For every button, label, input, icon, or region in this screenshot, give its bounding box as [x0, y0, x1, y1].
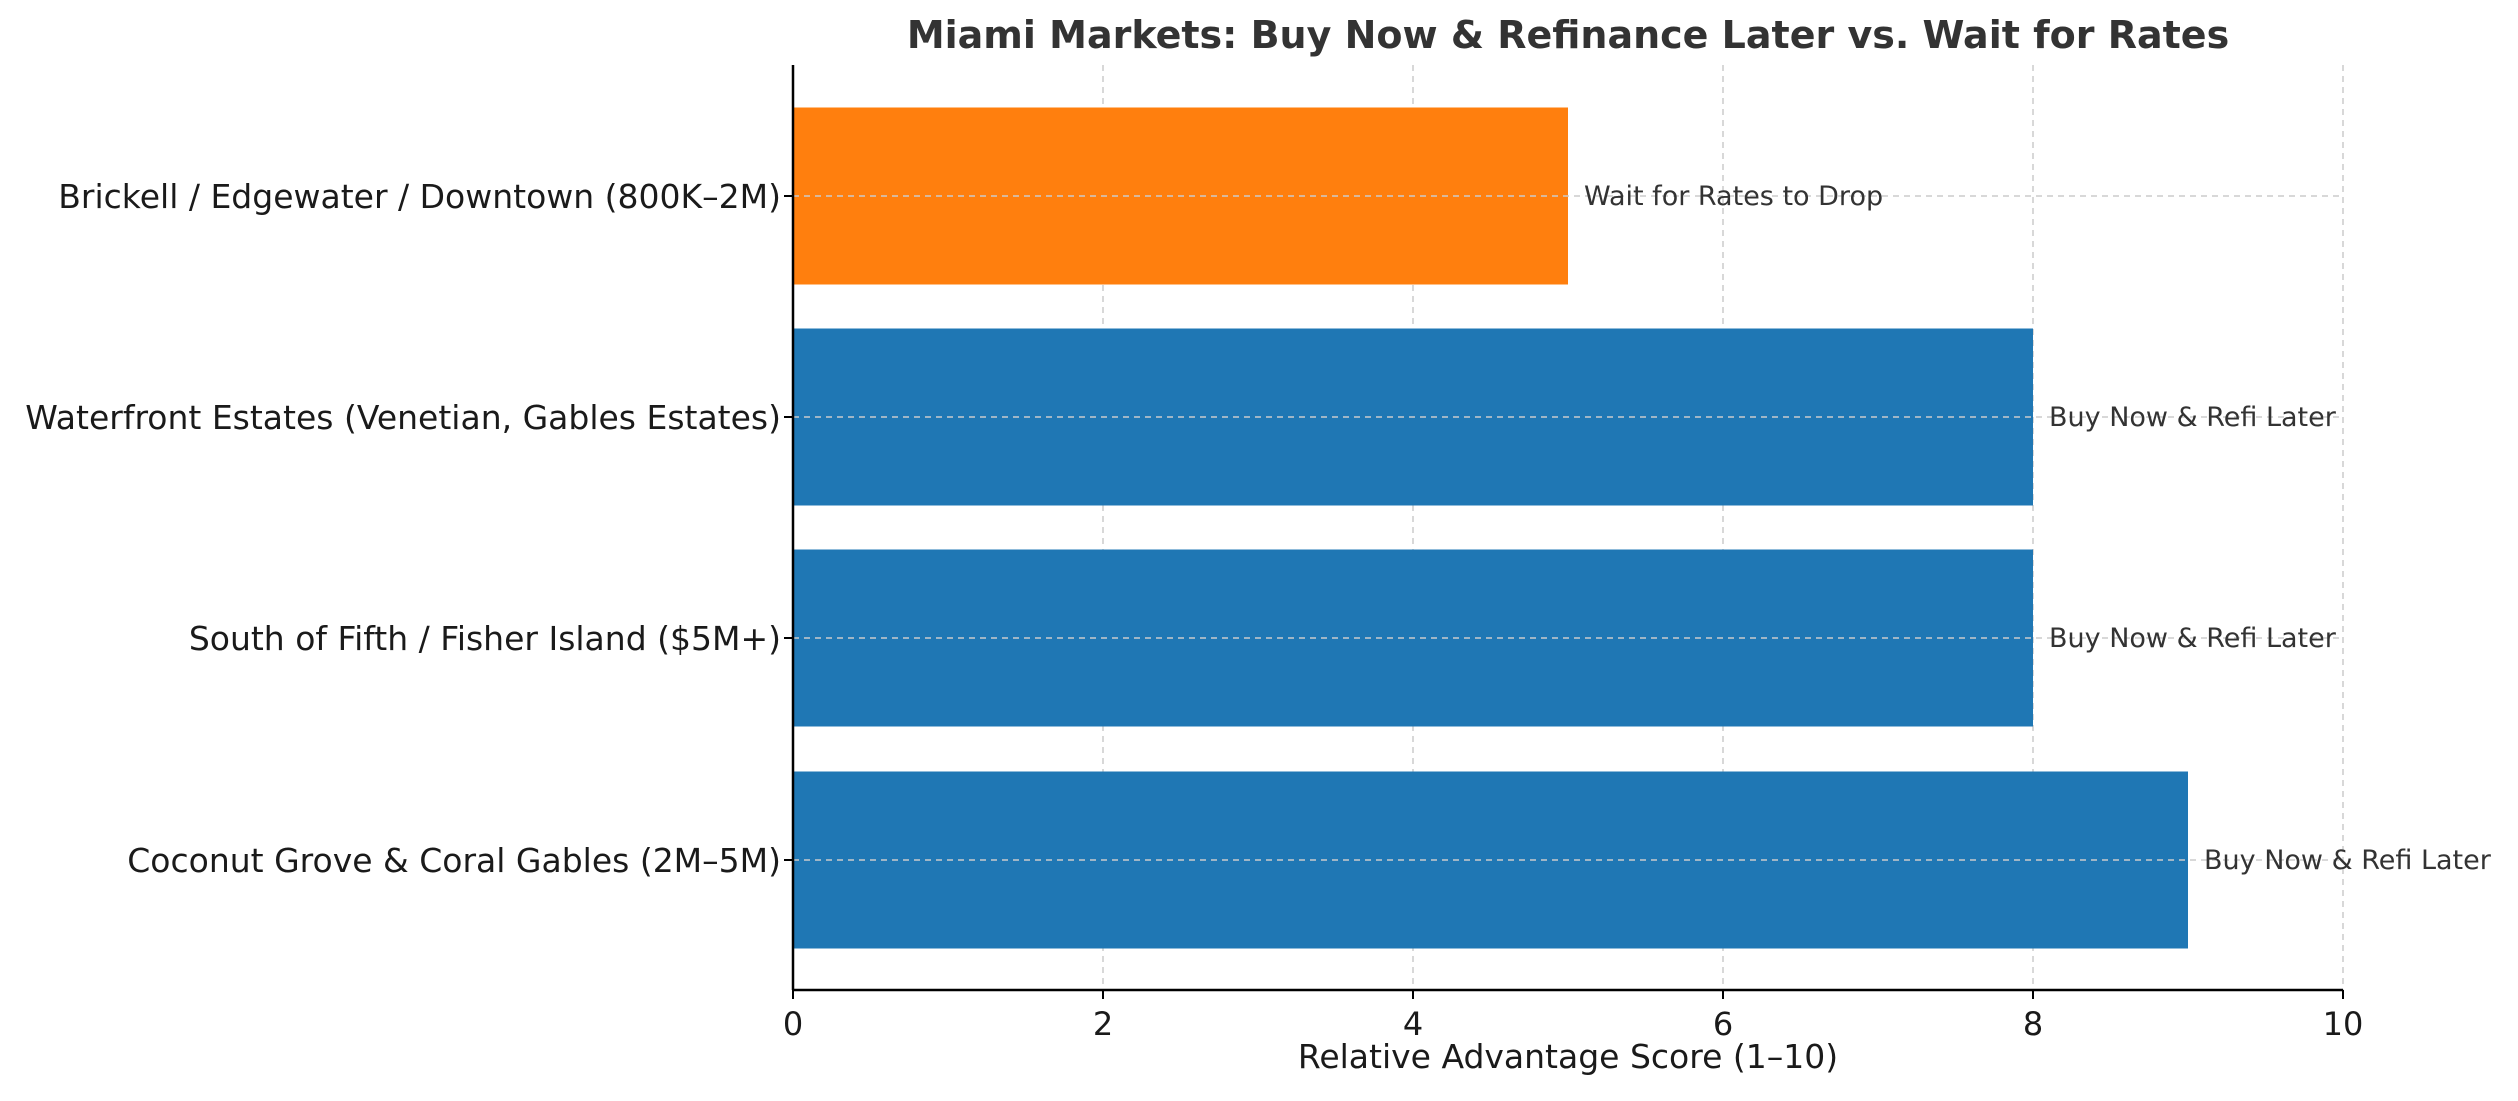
category-label-0: Brickell / Edgewater / Downtown (800K–2M… — [58, 177, 781, 216]
x-tick-label-1: 2 — [1093, 1005, 1113, 1043]
category-label-3: Coconut Grove & Coral Gables (2M–5M) — [127, 841, 781, 880]
category-label-1: Waterfront Estates (Venetian, Gables Est… — [25, 398, 781, 437]
x-tick-label-4: 8 — [2023, 1005, 2043, 1043]
category-label-2: South of Fifth / Fisher Island ($5M+) — [189, 619, 781, 658]
axes-layer — [784, 65, 2344, 999]
x-tick-label-3: 6 — [1713, 1005, 1733, 1043]
x-tick-label-2: 4 — [1403, 1005, 1423, 1043]
bar-annotation-2: Buy Now & Refi Later — [2049, 623, 2337, 654]
x-axis-label: Relative Advantage Score (1–10) — [1298, 1037, 1838, 1076]
bars-layer — [793, 107, 2188, 949]
bar-annotation-0: Wait for Rates to Drop — [1584, 181, 1883, 212]
x-tick-label-0: 0 — [783, 1005, 803, 1043]
chart-title: Miami Markets: Buy Now & Refinance Later… — [907, 13, 2229, 57]
bar-annotation-3: Buy Now & Refi Later — [2204, 845, 2492, 876]
text-layer: Miami Markets: Buy Now & Refinance Later… — [25, 13, 2491, 1076]
bar-annotation-1: Buy Now & Refi Later — [2049, 402, 2337, 433]
horizontal-grid-layer — [793, 195, 2343, 861]
x-tick-label-5: 10 — [2323, 1005, 2364, 1043]
